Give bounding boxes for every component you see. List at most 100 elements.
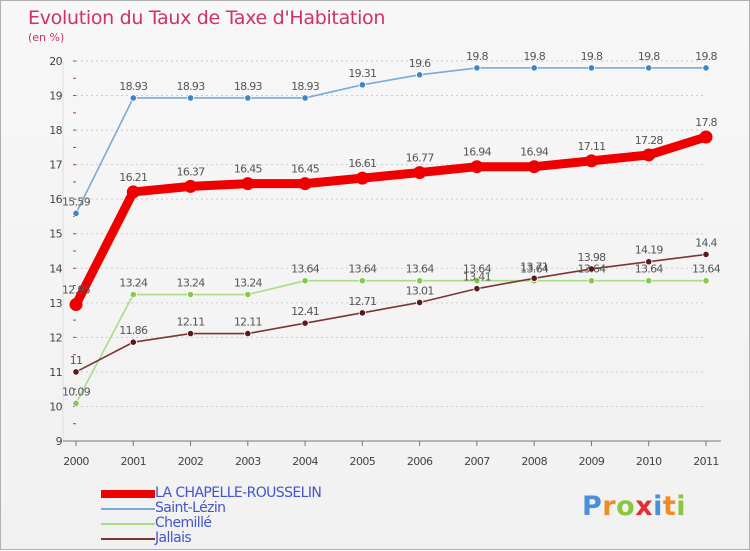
logo-letter: i <box>676 491 687 522</box>
data-point <box>186 329 195 338</box>
data-point <box>413 166 427 180</box>
data-point <box>645 277 653 285</box>
data-label: 12.11 <box>177 316 205 329</box>
data-point <box>301 94 309 102</box>
legend-label-saint-lezin: Saint-Lézin <box>155 500 226 516</box>
data-label: 13.24 <box>177 277 206 290</box>
data-label: 12.11 <box>234 316 262 329</box>
data-point <box>642 148 656 162</box>
data-label: 17.28 <box>635 134 664 147</box>
data-label: 13.64 <box>635 263 664 276</box>
legend-swatch-chemille <box>101 523 155 525</box>
y-tick-label: 17 <box>49 159 62 172</box>
data-point <box>298 177 312 191</box>
data-point <box>126 185 140 199</box>
series-line <box>71 132 711 310</box>
x-tick-label: 2004 <box>292 455 318 468</box>
data-point <box>72 399 80 407</box>
data-label: 18.93 <box>291 80 320 93</box>
data-label: 11 <box>70 354 83 367</box>
data-point <box>186 94 195 102</box>
logo-letter: o <box>616 491 636 522</box>
data-label: 16.77 <box>406 152 435 165</box>
data-label: 13.64 <box>692 263 721 276</box>
data-label: 13.64 <box>348 263 377 276</box>
logo-letter: i <box>653 491 663 522</box>
data-point <box>702 250 710 259</box>
data-label: 17.11 <box>577 140 605 153</box>
series-line <box>75 67 707 215</box>
data-label: 19.8 <box>581 50 603 63</box>
data-point <box>184 179 198 193</box>
data-point <box>69 298 83 312</box>
series-line <box>75 253 707 373</box>
data-label: 12.41 <box>291 305 319 318</box>
series-lines <box>69 64 713 407</box>
y-tick-label: 14 <box>49 262 62 275</box>
data-label: 16.37 <box>177 165 206 178</box>
y-tick-label: 12 <box>49 331 62 344</box>
data-label: 19.8 <box>466 50 488 63</box>
y-tick-label: 10 <box>49 400 62 413</box>
data-label: 13.64 <box>463 263 492 276</box>
data-label: 13.64 <box>291 263 320 276</box>
logo-letter: r <box>602 491 617 522</box>
data-point <box>72 209 80 217</box>
data-point <box>416 298 424 307</box>
data-label: 16.94 <box>520 146 549 159</box>
data-point <box>702 64 710 72</box>
data-label: 19.31 <box>348 67 376 80</box>
data-label: 18.93 <box>177 80 206 93</box>
data-label: 13.98 <box>577 251 606 264</box>
data-point <box>129 290 137 299</box>
y-tick-label: 20 <box>49 55 62 68</box>
data-label: 12.95 <box>62 284 91 297</box>
data-point <box>129 338 137 346</box>
data-label: 19.8 <box>695 50 717 63</box>
data-point <box>244 329 252 338</box>
data-label: 16.94 <box>463 146 492 159</box>
proxiti-logo: Proxiti <box>582 491 686 522</box>
data-point <box>584 154 598 168</box>
y-tick-label: 13 <box>49 297 62 310</box>
data-label: 18.93 <box>119 80 148 93</box>
y-tick-label: 16 <box>49 193 62 206</box>
data-label: 13.64 <box>577 263 606 276</box>
legend-label-chemille: Chemillé <box>155 515 212 531</box>
y-tick-label: 18 <box>49 124 62 137</box>
data-point <box>355 171 369 185</box>
logo-letter: t <box>662 491 677 522</box>
data-label: 11.86 <box>119 324 148 337</box>
data-point <box>587 277 596 285</box>
data-label: 16.45 <box>234 163 263 176</box>
data-point <box>699 130 713 144</box>
data-point <box>530 274 538 282</box>
x-tick-label: 2005 <box>350 455 376 468</box>
data-point <box>358 277 366 285</box>
data-point <box>358 81 366 89</box>
data-label: 13.71 <box>520 260 548 273</box>
data-label: 13.24 <box>234 277 263 290</box>
chart-title: Evolution du Taux de Taxe d'Habitation <box>28 7 386 29</box>
x-tick-label: 2002 <box>178 455 204 468</box>
data-point <box>72 368 80 376</box>
data-label: 16.45 <box>291 163 320 176</box>
data-label: 19.6 <box>409 57 431 70</box>
data-label: 13.64 <box>406 263 435 276</box>
y-tick-label: 11 <box>49 366 62 379</box>
data-label: 13.41 <box>463 271 491 284</box>
data-label: 15.59 <box>62 195 91 208</box>
series-line <box>75 279 707 405</box>
x-tick-label: 2000 <box>63 455 89 468</box>
legend-swatch-saint-lezin <box>101 508 155 510</box>
data-point <box>241 177 255 191</box>
data-point <box>587 64 596 72</box>
data-point <box>473 285 481 293</box>
x-tick-label: 2009 <box>579 455 605 468</box>
data-point <box>473 64 481 72</box>
data-point <box>129 94 137 102</box>
x-tick-label: 2003 <box>235 455 261 468</box>
data-point <box>244 94 252 102</box>
y-tick-label: 15 <box>49 228 62 241</box>
